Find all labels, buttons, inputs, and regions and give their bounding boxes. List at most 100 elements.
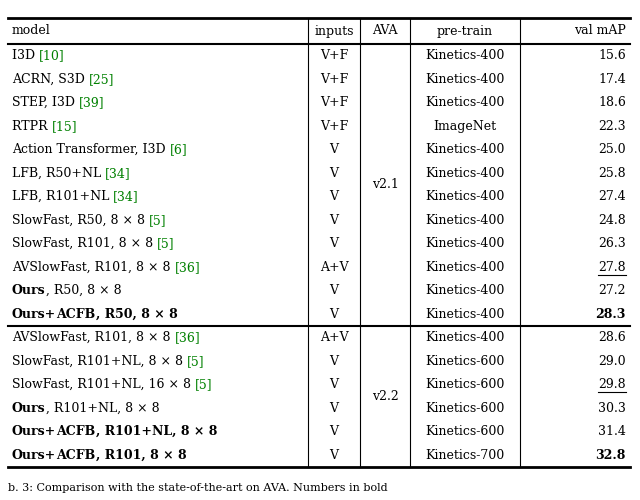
Text: ImageNet: ImageNet [433,120,497,132]
Text: 25.8: 25.8 [598,167,626,180]
Text: [10]: [10] [39,50,65,62]
Text: Ours: Ours [12,284,45,297]
Text: A+V: A+V [320,261,348,274]
Text: V: V [330,378,339,391]
Text: v2.2: v2.2 [372,390,398,403]
Text: 28.6: 28.6 [598,331,626,344]
Text: ACFB: ACFB [56,308,95,321]
Text: v2.1: v2.1 [372,178,399,192]
Text: Action Transformer, I3D: Action Transformer, I3D [12,143,170,156]
Text: 32.8: 32.8 [596,449,626,462]
Text: Kinetics-400: Kinetics-400 [426,214,505,227]
Text: RTPR: RTPR [12,120,52,132]
Text: STEP, I3D: STEP, I3D [12,96,79,110]
Text: [6]: [6] [170,143,188,156]
Text: 22.3: 22.3 [598,120,626,132]
Text: , R50, 8 × 8: , R50, 8 × 8 [45,284,121,297]
Text: 18.6: 18.6 [598,96,626,110]
Text: pre-train: pre-train [437,24,493,38]
Text: V: V [330,449,339,462]
Text: Kinetics-400: Kinetics-400 [426,72,505,86]
Text: V+F: V+F [320,120,348,132]
Text: V: V [330,308,339,321]
Text: Kinetics-400: Kinetics-400 [426,190,505,203]
Text: V+F: V+F [320,96,348,110]
Text: Kinetics-600: Kinetics-600 [426,378,505,391]
Text: V: V [330,190,339,203]
Text: A+V: A+V [320,331,348,344]
Text: V: V [330,214,339,227]
Text: Ours: Ours [12,402,45,415]
Text: Ours+: Ours+ [12,449,56,462]
Text: [34]: [34] [113,190,139,203]
Text: Kinetics-700: Kinetics-700 [426,449,504,462]
Text: AVA: AVA [372,24,397,38]
Text: [5]: [5] [187,355,205,368]
Text: [39]: [39] [79,96,104,110]
Text: V: V [330,143,339,156]
Text: SlowFast, R101+NL, 16 × 8: SlowFast, R101+NL, 16 × 8 [12,378,195,391]
Text: [15]: [15] [52,120,77,132]
Text: Kinetics-600: Kinetics-600 [426,402,505,415]
Text: 27.4: 27.4 [598,190,626,203]
Text: Kinetics-400: Kinetics-400 [426,261,505,274]
Text: 28.3: 28.3 [596,308,626,321]
Text: Kinetics-400: Kinetics-400 [426,50,505,62]
Text: ACFB: ACFB [56,425,95,438]
Text: V: V [330,238,339,250]
Text: , R50, 8 × 8: , R50, 8 × 8 [95,308,177,321]
Text: 17.4: 17.4 [598,72,626,86]
Text: Kinetics-400: Kinetics-400 [426,308,505,321]
Text: val mAP: val mAP [574,24,626,38]
Text: [5]: [5] [195,378,212,391]
Text: 31.4: 31.4 [598,425,626,438]
Text: 29.0: 29.0 [598,355,626,368]
Text: AVSlowFast, R101, 8 × 8: AVSlowFast, R101, 8 × 8 [12,331,175,344]
Text: , R101+NL, 8 × 8: , R101+NL, 8 × 8 [45,402,159,415]
Text: Kinetics-400: Kinetics-400 [426,284,505,297]
Text: Kinetics-600: Kinetics-600 [426,425,505,438]
Text: model: model [12,24,51,38]
Text: V: V [330,167,339,180]
Text: AVSlowFast, R101, 8 × 8: AVSlowFast, R101, 8 × 8 [12,261,175,274]
Text: 26.3: 26.3 [598,238,626,250]
Text: Kinetics-400: Kinetics-400 [426,331,505,344]
Text: [5]: [5] [157,238,175,250]
Text: [36]: [36] [175,261,200,274]
Text: Kinetics-600: Kinetics-600 [426,355,505,368]
Text: [34]: [34] [105,167,131,180]
Text: V+F: V+F [320,50,348,62]
Text: [5]: [5] [149,214,166,227]
Text: Kinetics-400: Kinetics-400 [426,96,505,110]
Text: [25]: [25] [89,72,115,86]
Text: I3D: I3D [12,50,39,62]
Text: V: V [330,402,339,415]
Text: ACRN, S3D: ACRN, S3D [12,72,89,86]
Text: LFB, R50+NL: LFB, R50+NL [12,167,105,180]
Text: Ours+: Ours+ [12,425,56,438]
Text: b. 3: Comparison with the state-of-the-art on AVA. Numbers in bold: b. 3: Comparison with the state-of-the-a… [8,483,388,493]
Text: Kinetics-400: Kinetics-400 [426,167,505,180]
Text: SlowFast, R50, 8 × 8: SlowFast, R50, 8 × 8 [12,214,149,227]
Text: V: V [330,284,339,297]
Text: Ours+: Ours+ [12,308,56,321]
Text: Kinetics-400: Kinetics-400 [426,238,505,250]
Text: V: V [330,355,339,368]
Text: , R101+NL, 8 × 8: , R101+NL, 8 × 8 [95,425,217,438]
Text: [36]: [36] [175,331,200,344]
Text: 25.0: 25.0 [598,143,626,156]
Text: V: V [330,425,339,438]
Text: V+F: V+F [320,72,348,86]
Text: 27.8: 27.8 [598,261,626,274]
Text: SlowFast, R101+NL, 8 × 8: SlowFast, R101+NL, 8 × 8 [12,355,187,368]
Text: LFB, R101+NL: LFB, R101+NL [12,190,113,203]
Text: , R101, 8 × 8: , R101, 8 × 8 [95,449,186,462]
Text: SlowFast, R101, 8 × 8: SlowFast, R101, 8 × 8 [12,238,157,250]
Text: 27.2: 27.2 [598,284,626,297]
Text: 24.8: 24.8 [598,214,626,227]
Text: 29.8: 29.8 [598,378,626,391]
Text: Kinetics-400: Kinetics-400 [426,143,505,156]
Text: 30.3: 30.3 [598,402,626,415]
Text: 15.6: 15.6 [598,50,626,62]
Text: inputs: inputs [314,24,354,38]
